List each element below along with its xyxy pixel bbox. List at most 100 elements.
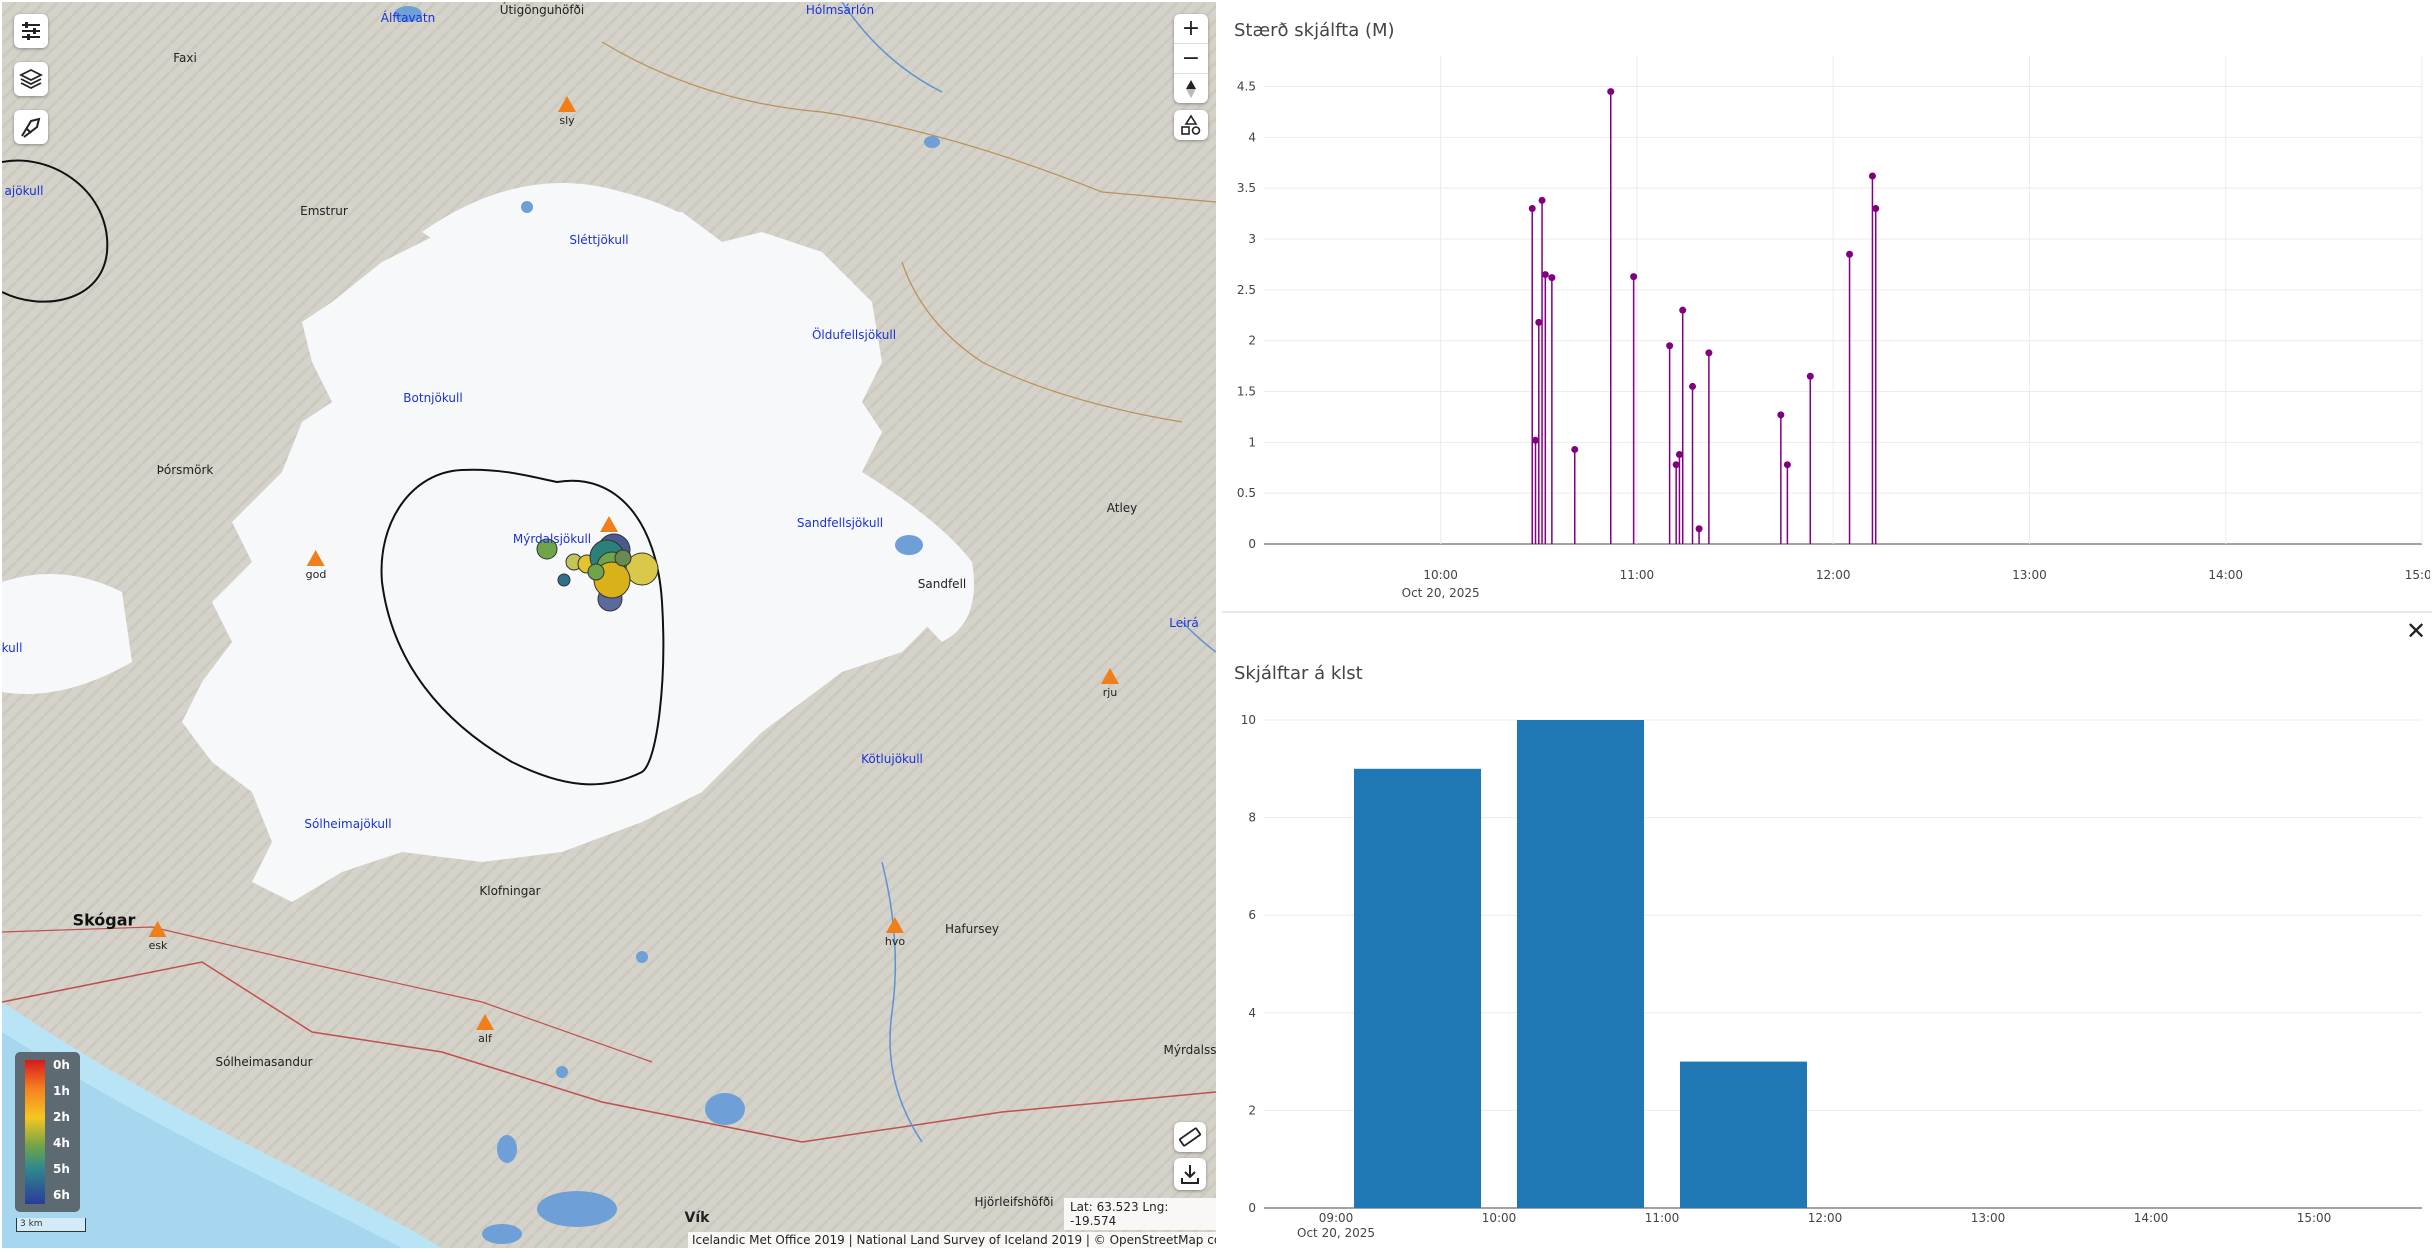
magnitude-point <box>1541 271 1549 279</box>
zoom-out-icon: − <box>1181 46 1201 71</box>
magnitude-point <box>1868 172 1876 180</box>
station-triangle-icon <box>476 1014 494 1030</box>
magnitude-chart-panel: Stærð skjálfta (M) 0 0.5 1 1.5 2 2.5 3 3.5 4 4.5 1… <box>1222 6 2430 606</box>
cursor-coordinates: Lat: 63.523 Lng: -19.574 <box>1064 1198 1216 1230</box>
y-tick-label: 8 <box>1248 811 1256 825</box>
x-tick-label: 13:00 <box>1971 1211 2006 1225</box>
earthquake-markers[interactable] <box>536 533 659 612</box>
zoom-control: + − <box>1174 14 1208 103</box>
magnitude-point <box>1666 342 1674 350</box>
y-tick-label: 4 <box>1248 1006 1256 1020</box>
download-button[interactable] <box>1174 1158 1206 1190</box>
legend-label: 0h <box>53 1058 70 1072</box>
time-legend: 0h 1h 2h 4h 5h 6h <box>15 1052 80 1212</box>
y-tick-label: 0.5 <box>1237 486 1256 500</box>
magnitude-point <box>1679 306 1687 314</box>
map-label-place: Faxi <box>173 51 197 65</box>
seismic-station[interactable]: alf <box>476 1014 494 1045</box>
magnitude-point <box>1695 525 1703 533</box>
magnitude-point <box>1538 196 1546 204</box>
magnitude-point <box>1846 250 1854 258</box>
seismic-station[interactable]: rju <box>1101 668 1119 699</box>
station-triangle-icon <box>306 550 325 566</box>
compass-icon <box>1186 79 1196 98</box>
shapes-button[interactable] <box>1174 110 1208 140</box>
map-label-place: Álftavatn <box>380 11 436 25</box>
ruler-button[interactable] <box>1174 1122 1206 1152</box>
seismic-station[interactable]: esk <box>149 921 167 952</box>
map-view[interactable]: Álftavatn Útigönguhöfði Hólmsárlón Faxi … <box>2 2 1216 1248</box>
magnitude-point <box>1705 349 1713 357</box>
y-tick-label: 1 <box>1248 435 1256 449</box>
y-tick-label: 4 <box>1248 130 1256 144</box>
map-label-place: Emstrur <box>300 204 348 218</box>
x-tick-label: 12:00 <box>1816 568 1851 582</box>
measure-button[interactable] <box>14 110 48 144</box>
measure-icon <box>21 117 41 138</box>
map-label-glacier: kull <box>2 641 23 655</box>
magnitude-point <box>1532 436 1540 444</box>
layers-icon <box>19 68 43 90</box>
magnitude-point <box>1548 274 1556 282</box>
seismic-station[interactable]: sly <box>558 96 576 127</box>
station-triangle-icon <box>558 96 576 112</box>
x-date-label: Oct 20, 2025 <box>1402 586 1480 600</box>
seismic-station[interactable]: hvo <box>885 917 905 948</box>
scale-bar: 3 km <box>16 1218 86 1232</box>
legend-label: 1h <box>53 1084 70 1098</box>
zoom-out-button[interactable]: − <box>1174 44 1208 74</box>
filter-button[interactable] <box>14 14 48 48</box>
map-label-place: Hólmsárlón <box>805 3 875 17</box>
map-label-place: Mýrdalss <box>1163 1043 1217 1057</box>
x-tick-label: 10:00 <box>1423 568 1458 582</box>
seismic-station[interactable]: god <box>306 550 326 581</box>
y-tick-label: 2 <box>1248 334 1256 348</box>
compass-button[interactable] <box>1174 74 1208 103</box>
map-label-place: Sandfell <box>917 577 967 591</box>
x-tick-label: 10:00 <box>1482 1211 1517 1225</box>
panel-divider <box>1222 611 2432 613</box>
hourly-chart-title: Skjálftar á klst <box>1234 663 1363 684</box>
map-label-place: Atley <box>1106 501 1138 515</box>
x-tick-label: 11:00 <box>1620 568 1655 582</box>
filter-icon <box>22 22 40 40</box>
station-triangle-icon <box>149 921 167 937</box>
map-label-place: Leirá <box>1169 616 1199 630</box>
map-label-glacier: Öldufellsjökull <box>811 328 897 342</box>
map-label-place: Útigönguhöfði <box>499 3 585 17</box>
x-date-label: Oct 20, 2025 <box>1297 1226 1375 1240</box>
magnitude-point <box>1689 382 1697 390</box>
x-tick-label: 12:00 <box>1808 1211 1843 1225</box>
x-tick-label: 09:00 <box>1319 1211 1354 1225</box>
map-terrain <box>2 2 1216 1248</box>
y-tick-label: 4.5 <box>1237 80 1256 94</box>
map-label-place: Vík <box>684 1210 710 1226</box>
station-triangle-icon <box>886 917 904 933</box>
magnitude-point <box>1872 205 1880 212</box>
map-label-place: Klofningar <box>479 884 541 898</box>
ruler-icon <box>1179 1127 1201 1147</box>
y-tick-label: 10 <box>1241 713 1256 727</box>
zoom-in-button[interactable]: + <box>1174 14 1208 44</box>
layers-button[interactable] <box>14 62 48 96</box>
map-label-glacier: Sólheimajökull <box>304 817 392 831</box>
map-label-place: Hafursey <box>945 922 999 936</box>
bar <box>1680 1061 1807 1208</box>
magnitude-point <box>1777 411 1785 419</box>
seismic-station[interactable] <box>600 516 618 534</box>
y-tick-label: 1.5 <box>1237 385 1256 399</box>
close-icon[interactable]: ✕ <box>2406 617 2427 645</box>
download-icon <box>1181 1165 1199 1184</box>
map-label-place: Sólheimasandur <box>215 1055 313 1069</box>
shapes-icon <box>1181 114 1201 135</box>
magnitude-chart[interactable]: 0 0.5 1 1.5 2 2.5 3 3.5 4 4.5 10:00 Oct 20, 2025 11:… <box>1222 6 2430 606</box>
legend-label: 2h <box>53 1110 70 1124</box>
hourly-count-chart-panel: Skjálftar á klst 0 2 4 6 8 10 09:00 Oct 20, 202… <box>1222 645 2430 1251</box>
x-tick-label: 15:00 <box>2405 568 2430 582</box>
legend-label: 5h <box>53 1162 70 1176</box>
map-label-place: Hjörleifshöfði <box>974 1195 1054 1209</box>
station-triangle-icon <box>600 516 618 532</box>
map-label-place: Þórsmörk <box>156 463 214 477</box>
legend-label: 6h <box>53 1188 70 1202</box>
